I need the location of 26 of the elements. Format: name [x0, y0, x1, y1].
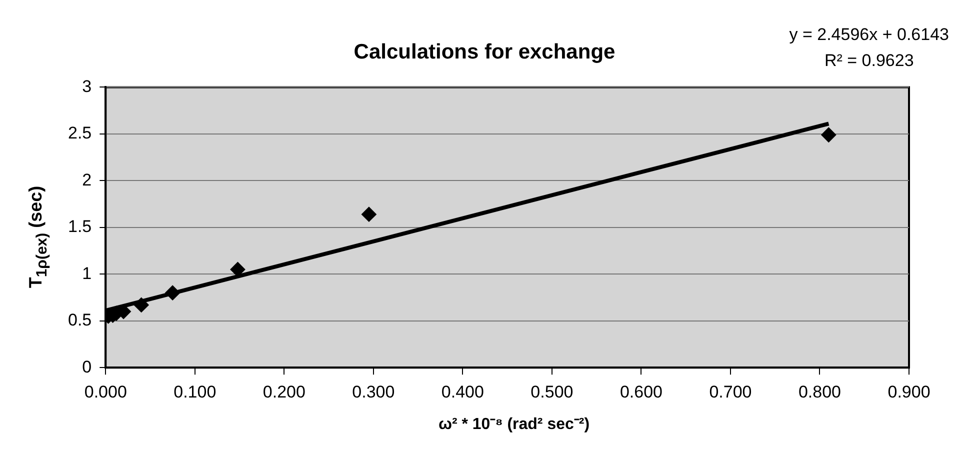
x-tick-label: 0.100 [174, 382, 216, 402]
point [134, 297, 149, 312]
x-tick-label: 0.900 [888, 382, 930, 402]
point [230, 262, 246, 277]
x-tick-label: 0.500 [530, 382, 574, 402]
point [821, 127, 836, 142]
point [165, 285, 180, 300]
x-axis-title: ω² * 10⁻⁸ (rad² sec⁻²) [438, 415, 590, 434]
chart-title: Calculations for exchange [354, 40, 616, 64]
y-tick-label: 1 [82, 264, 92, 283]
x-tick-label: 0.800 [798, 382, 842, 402]
x-tick-label: 0.000 [84, 382, 127, 402]
y-tick-label: 2 [82, 170, 92, 190]
text: y = 2.4596x + 0.6143 [789, 24, 949, 46]
y-tick-label: 2.5 [68, 124, 92, 143]
y-tick-label: 0 [82, 357, 92, 376]
y-tick-label: 1.5 [68, 217, 92, 236]
point [361, 206, 376, 222]
text: R² = 0.9623 [823, 50, 915, 72]
x-tick-label: 0.300 [352, 382, 395, 402]
x-tick-label: 0.700 [709, 382, 752, 402]
y-tick-label: 3 [82, 76, 92, 96]
x-tick-label: 0.200 [262, 382, 306, 402]
x-tick-label: 0.600 [620, 382, 662, 402]
x-tick-label: 0.400 [441, 382, 484, 402]
y-tick-label: 0.5 [68, 310, 92, 330]
